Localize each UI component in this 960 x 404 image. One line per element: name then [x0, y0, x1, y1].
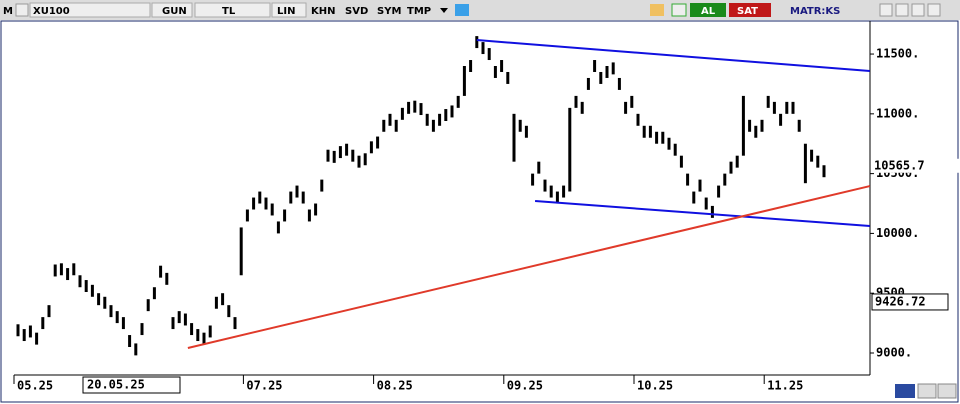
- btn-label[interactable]: SYM: [377, 6, 401, 17]
- btn-label[interactable]: KHN: [311, 6, 336, 17]
- trendline: [535, 200, 870, 227]
- menu[interactable]: M: [3, 6, 13, 17]
- x-tick-label: 09.25: [507, 379, 543, 393]
- x-tick-label: 07.25: [246, 379, 282, 393]
- win-btn[interactable]: [927, 3, 941, 17]
- x-tick-label: 11.25: [767, 379, 803, 393]
- y-tick-label: 11500.: [876, 47, 919, 61]
- toolbar: M XU100 GUN TL LIN KHN SVD SYM TMP AL SA…: [0, 0, 960, 20]
- x-tick-label: 08.25: [377, 379, 413, 393]
- cursor-date: 20.05.25: [87, 378, 145, 392]
- btn-label[interactable]: SVD: [345, 6, 368, 17]
- cursor-value-box: [871, 293, 949, 311]
- currency[interactable]: TL: [222, 6, 236, 17]
- trendline: [476, 39, 870, 73]
- symbol[interactable]: XU100: [33, 6, 70, 17]
- cursor-value: 9426.72: [875, 294, 926, 308]
- y-tick-label: 11000.: [876, 106, 919, 120]
- x-tick-label: 10.25: [637, 379, 673, 393]
- y-tick-label: 9000.: [876, 345, 912, 359]
- buy[interactable]: AL: [701, 6, 716, 17]
- y-tick-label: 10000.: [876, 226, 919, 240]
- trendline: [187, 185, 871, 349]
- nav-btn[interactable]: [917, 383, 937, 399]
- win-btn[interactable]: [879, 3, 893, 17]
- btn[interactable]: [271, 2, 307, 18]
- symbol-box[interactable]: [29, 2, 151, 18]
- x-tick-label: 05.25: [17, 379, 53, 393]
- btn-label[interactable]: TMP: [407, 6, 431, 17]
- cursor-date-box: [82, 376, 181, 394]
- icon[interactable]: [650, 4, 664, 16]
- last-value-box: [872, 158, 959, 173]
- dropdown[interactable]: [440, 8, 448, 13]
- nav-btn[interactable]: [937, 383, 957, 399]
- icon[interactable]: [671, 3, 687, 17]
- frame: [0, 20, 959, 403]
- sell-btn[interactable]: [729, 3, 771, 17]
- period[interactable]: GUN: [162, 6, 187, 17]
- twitter[interactable]: [455, 4, 469, 16]
- icon[interactable]: [15, 3, 29, 17]
- matrix[interactable]: MATR:KS: [790, 6, 840, 17]
- nav-btn[interactable]: [895, 384, 915, 398]
- win-btn[interactable]: [895, 3, 909, 17]
- sell[interactable]: SAT: [737, 6, 758, 17]
- buy-btn[interactable]: [690, 3, 726, 17]
- win-btn[interactable]: [911, 3, 925, 17]
- scale[interactable]: LIN: [277, 6, 295, 17]
- last-value: 10565.7: [874, 158, 925, 172]
- btn[interactable]: [151, 2, 193, 18]
- btn[interactable]: [194, 2, 271, 18]
